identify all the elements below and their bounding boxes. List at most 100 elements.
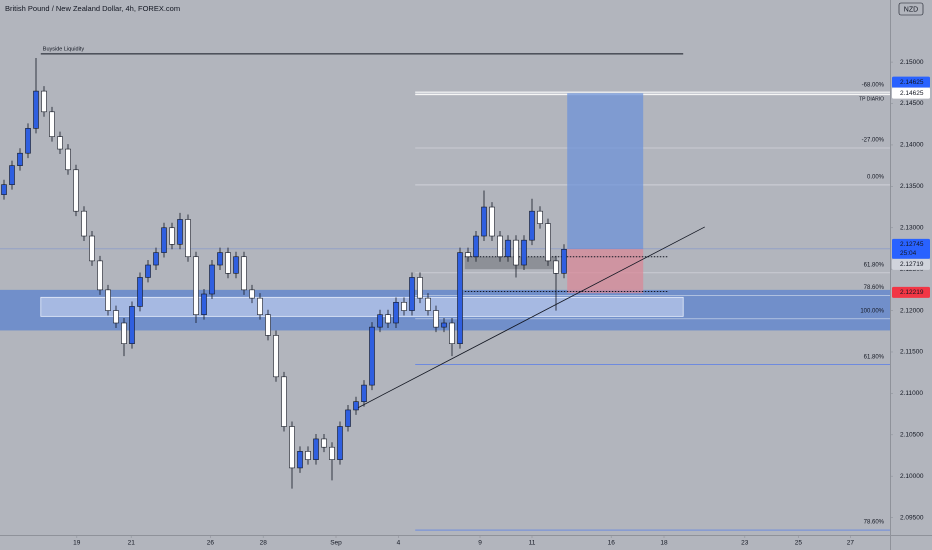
candle-body — [401, 301, 407, 311]
x-tick-label: 28 — [260, 540, 268, 547]
candle-body — [209, 264, 215, 295]
y-tick-label: 2.15000 — [900, 59, 924, 66]
candle-body — [545, 223, 551, 262]
candle-body — [81, 210, 87, 237]
y-tick-label: 2.13500 — [900, 183, 924, 190]
price-badge-label: 2.12719 — [900, 261, 924, 268]
candle-body — [385, 314, 391, 324]
candle-body — [177, 219, 183, 245]
candle-body — [113, 310, 119, 324]
candle-body — [409, 277, 415, 311]
candle-body — [473, 235, 479, 258]
candle-body — [561, 248, 567, 274]
candle-body — [417, 277, 423, 299]
candle-body — [497, 235, 503, 258]
candle-body — [481, 206, 487, 237]
x-tick-label: 21 — [128, 540, 136, 547]
x-tick-label: 26 — [207, 540, 215, 547]
price-badge-timer: 25:04 — [900, 250, 917, 257]
candle-body — [393, 301, 399, 324]
candle-body — [297, 451, 303, 469]
chart-title: British Pound / New Zealand Dollar, 4h, … — [5, 4, 180, 13]
currency-label[interactable]: NZD — [904, 6, 918, 13]
candle-body — [521, 239, 527, 266]
currency-button[interactable] — [898, 2, 924, 16]
candle-body — [449, 322, 455, 344]
candle-body — [161, 227, 167, 253]
candle-body — [513, 239, 519, 266]
candle-body — [65, 148, 71, 171]
x-tick-label: 19 — [73, 540, 81, 547]
x-tick-label: 18 — [660, 540, 668, 547]
candle-body — [249, 289, 255, 299]
target-area — [567, 93, 644, 249]
candle-body — [305, 451, 311, 460]
buyside-label: Buyside Liquidity — [43, 46, 85, 52]
price-badge — [892, 76, 930, 88]
price-badge — [892, 286, 930, 298]
candle-body — [25, 128, 31, 154]
fib-label: -27.00% — [862, 138, 885, 144]
candle-body — [33, 90, 39, 129]
fib-label: 78.60% — [864, 520, 885, 526]
candle-body — [337, 426, 343, 460]
candle-body — [489, 206, 495, 237]
plot-area: -68.00% -27.00% 0.00% 61.80% 78.60% 100.00% 61… — [0, 46, 890, 531]
candle-body — [377, 314, 383, 328]
candle-body — [217, 252, 223, 266]
candle-body — [553, 260, 559, 274]
candle-body — [289, 426, 295, 469]
candle-body — [105, 289, 111, 311]
candle-body — [313, 438, 319, 460]
candle-body — [1, 184, 7, 195]
y-tick-label: 2.09500 — [900, 514, 924, 521]
candle-body — [433, 310, 439, 328]
y-tick-label: 2.13000 — [900, 224, 924, 231]
candle-body — [9, 165, 15, 185]
price-badge-label: 2.12745 — [900, 241, 924, 248]
price-badge-label: 2.14625 — [900, 79, 924, 86]
x-tick-label: Sep — [330, 540, 342, 547]
y-tick-label: 2.14000 — [900, 142, 924, 149]
candle-body — [97, 260, 103, 291]
candle-body — [241, 256, 247, 291]
candle-body — [41, 90, 47, 113]
candle-body — [321, 438, 327, 448]
candle-body — [201, 293, 207, 316]
candle-body — [465, 252, 471, 258]
x-tick-label: 23 — [741, 540, 749, 547]
y-tick-label: 2.11000 — [900, 390, 923, 397]
candle-body — [537, 210, 543, 224]
candle-body — [361, 384, 367, 402]
range-box — [464, 256, 556, 270]
candle-body — [145, 264, 151, 278]
candle-body — [121, 322, 127, 344]
y-tick-label: 2.10000 — [900, 473, 924, 480]
y-tick-label: 2.12000 — [900, 307, 924, 314]
candle-body — [273, 335, 279, 378]
x-tick-label: 16 — [608, 540, 616, 547]
candle-body — [185, 219, 191, 258]
candle-body — [137, 277, 143, 307]
fib-label: 61.80% — [864, 354, 885, 360]
trendline — [357, 226, 705, 409]
fib-label: -68.00% — [862, 83, 885, 89]
candle-body — [193, 256, 199, 316]
candle-body — [529, 210, 535, 241]
candle-body — [129, 306, 135, 344]
x-tick-label: 4 — [397, 540, 401, 547]
candle-body — [73, 169, 79, 212]
candle-body — [281, 376, 287, 427]
y-tick-label: 2.14500 — [900, 100, 924, 107]
fib-label: 78.60% — [864, 285, 885, 291]
candle-body — [153, 252, 159, 266]
candle-body — [457, 252, 463, 344]
candle-body — [505, 239, 511, 258]
candle-body — [49, 111, 55, 137]
candle-body — [257, 297, 263, 316]
candle-body — [425, 297, 431, 311]
price-badge — [892, 238, 930, 259]
